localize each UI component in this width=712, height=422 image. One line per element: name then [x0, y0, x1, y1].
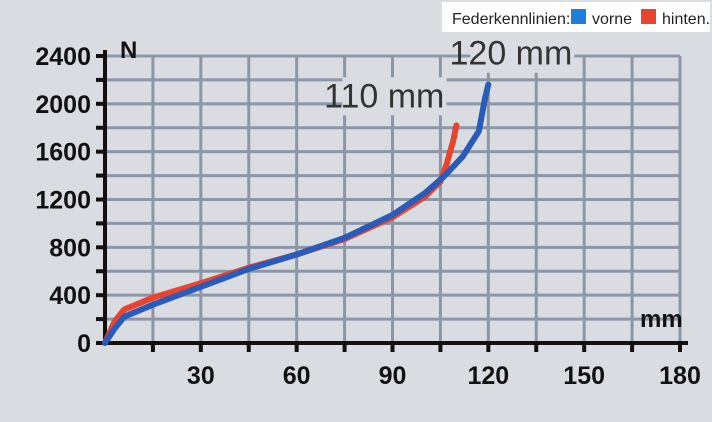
y-tick-label: 1200	[35, 187, 91, 215]
y-tick-label: 0	[77, 330, 91, 358]
x-tick-label: 180	[659, 362, 701, 390]
annotation-background	[470, 34, 575, 73]
legend-title: Federkennlinien:	[452, 11, 570, 28]
x-tick-labels: 30 60 90 120 150 180	[187, 362, 701, 390]
axes	[96, 50, 688, 352]
y-tick-label: 800	[49, 234, 91, 262]
legend: Federkennlinien: vorne hinten.	[442, 2, 710, 32]
legend-label-vorne: vorne	[592, 11, 632, 28]
x-axis-label: mm	[640, 306, 683, 333]
series-line-vorne	[102, 81, 492, 346]
x-tick-label: 60	[283, 362, 311, 390]
series-lines	[102, 81, 492, 346]
y-tick-label: 400	[49, 282, 91, 310]
annotation-label: 110 mm	[324, 77, 444, 115]
legend-swatch-vorne	[571, 9, 586, 24]
y-axis-label: N	[120, 37, 137, 64]
x-tick-label: 150	[563, 362, 605, 390]
y-tick-label: 2000	[35, 91, 91, 119]
y-tick-label: 2400	[35, 43, 91, 71]
x-tick-label: 90	[379, 362, 407, 390]
x-tick-label: 120	[467, 362, 509, 390]
y-tick-labels: 0 400 800 1200 1600 2000 2400	[35, 43, 91, 358]
annotation-label: 120 mm	[450, 35, 573, 73]
annotation-background	[342, 77, 447, 116]
x-tick-label: 30	[187, 362, 215, 390]
legend-swatch-hinten	[641, 9, 656, 24]
legend-label-hinten: hinten.	[662, 11, 710, 28]
y-tick-label: 1600	[35, 139, 91, 167]
